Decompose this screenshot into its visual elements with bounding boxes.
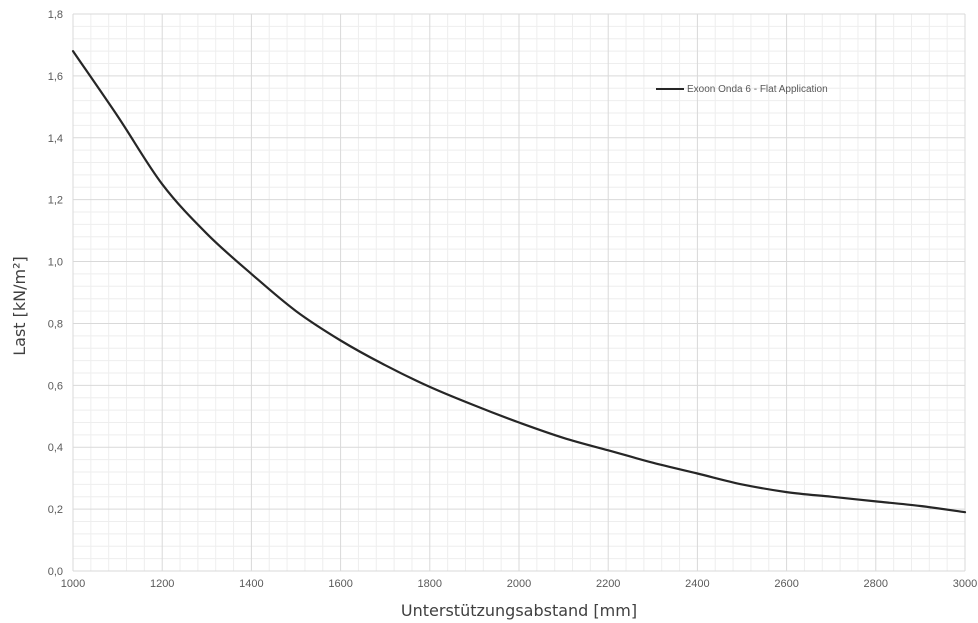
x-tick-label: 1800 (418, 578, 442, 590)
y-tick-label: 1,2 (48, 195, 63, 207)
y-tick-label: 0,6 (48, 380, 63, 392)
y-tick-label: 0,8 (48, 318, 63, 330)
y-tick-label: 0,4 (48, 442, 63, 454)
y-tick-label: 1,6 (48, 71, 63, 83)
x-tick-label: 2000 (507, 578, 531, 590)
y-axis-tick-labels: 0,0 0,2 0,4 0,6 0,8 1,0 1,2 1,4 1,6 1,8 (48, 9, 63, 578)
y-tick-label: 0,0 (48, 566, 63, 578)
x-tick-label: 1000 (61, 578, 85, 590)
x-tick-label: 2800 (864, 578, 888, 590)
legend: Exoon Onda 6 - Flat Application (656, 84, 828, 95)
x-axis-title: Unterstützungsabstand [mm] (401, 601, 637, 620)
y-tick-label: 1,8 (48, 9, 63, 21)
x-tick-label: 2200 (596, 578, 620, 590)
y-tick-label: 1,0 (48, 257, 63, 269)
legend-label: Exoon Onda 6 - Flat Application (687, 84, 828, 95)
x-tick-label: 3000 (953, 578, 977, 590)
y-tick-label: 1,4 (48, 133, 63, 145)
x-tick-label: 1200 (150, 578, 174, 590)
x-tick-label: 2400 (685, 578, 709, 590)
x-tick-label: 2600 (774, 578, 798, 590)
series-layer (71, 50, 967, 514)
y-tick-label: 0,2 (48, 504, 63, 516)
major-gridlines (72, 13, 966, 572)
x-axis-tick-labels: 1000 1200 1400 1600 1800 2000 2200 2400 2600 2800… (61, 578, 977, 590)
x-tick-label: 1600 (328, 578, 352, 590)
series-line (71, 50, 967, 514)
y-axis-title: Last [kN/m²] (10, 256, 29, 356)
x-tick-label: 1400 (239, 578, 263, 590)
